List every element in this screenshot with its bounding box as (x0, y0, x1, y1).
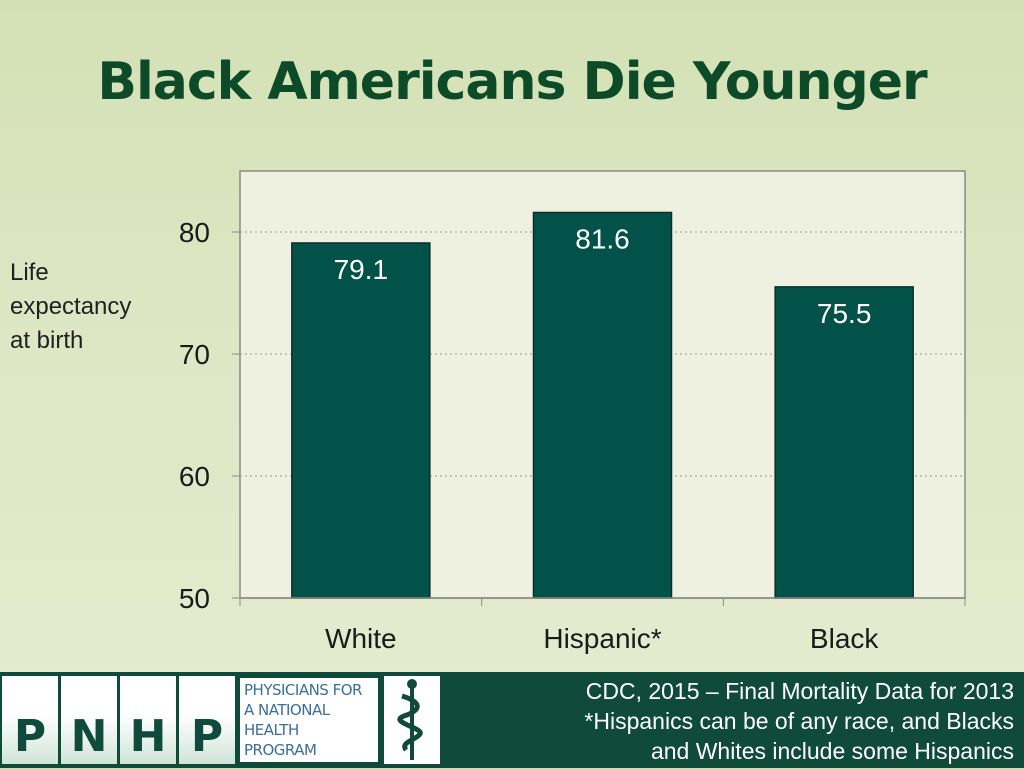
y-tick-label: 70 (179, 339, 210, 370)
y-axis-label-line: at birth (10, 327, 84, 354)
y-tick-label: 80 (179, 217, 210, 248)
logo-line: PHYSICIANS FOR (244, 681, 362, 699)
x-tick-label: White (325, 623, 397, 654)
slide-title: Black Americans Die Younger (97, 52, 927, 112)
data-label: 75.5 (817, 298, 872, 329)
y-axis-label-line: expectancy (10, 293, 132, 320)
data-label: 81.6 (575, 223, 630, 254)
x-tick-label: Black (810, 623, 879, 654)
x-tick-label: Hispanic* (543, 623, 661, 654)
pnhp-logo: P N H P PHYSICIANS FOR A NATIONAL HEALTH… (0, 672, 444, 768)
source-note: CDC, 2015 – Final Mortality Data for 201… (454, 676, 1014, 766)
logo-letter: P (13, 711, 47, 762)
logo-letter: P (190, 711, 224, 762)
data-label: 79.1 (334, 254, 389, 285)
logo-line: HEALTH (244, 721, 299, 739)
source-line: *Hispanics can be of any race, and Black… (584, 708, 1014, 734)
logo-letter-cell: P (2, 676, 58, 764)
logo-wordmark: PHYSICIANS FOR A NATIONAL HEALTH PROGRAM (240, 678, 378, 762)
y-axis-label-line: Life (10, 259, 49, 286)
logo-letter-cell: P (179, 676, 235, 764)
logo-line: A NATIONAL (244, 701, 330, 719)
footer-bar: P N H P PHYSICIANS FOR A NATIONAL HEALTH… (0, 672, 1024, 768)
y-tick-label: 50 (179, 583, 210, 614)
logo-letter: N (70, 711, 108, 762)
logo-letter-cell: N (61, 676, 117, 764)
caduceus-icon (384, 676, 440, 764)
logo-line: PROGRAM (244, 741, 317, 759)
source-line: and Whites include some Hispanics (650, 738, 1014, 764)
bar-white (291, 242, 431, 599)
y-axis-label: Life expectancy at birth (10, 256, 160, 358)
logo-letter-cell: H (120, 676, 176, 764)
source-line: CDC, 2015 – Final Mortality Data for 201… (585, 678, 1014, 704)
bar-chart: 50 60 70 80 79.1 White 81.6 Hispanic* 75.5 Black (179, 170, 966, 654)
logo-letter: H (129, 711, 167, 762)
bar-black (774, 286, 914, 599)
y-tick-label: 60 (179, 461, 210, 492)
bar-hispanic (532, 211, 673, 599)
